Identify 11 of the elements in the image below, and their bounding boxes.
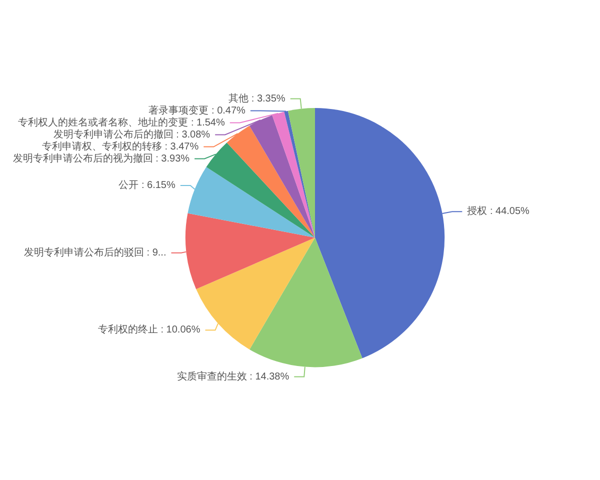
slice-label: 专利申请权、专利权的转移 : 3.47% [42, 140, 199, 152]
slice-label: 其他 : 3.35% [228, 92, 286, 104]
slice-label: 发明专利申请公布后的驳回 : 9... [24, 246, 166, 258]
slice-label: 专利权人的姓名或者名称、地址的变更 : 1.54% [18, 116, 225, 128]
slice-label: 公开 : 6.15% [118, 179, 176, 192]
slice-label: 发明专利申请公布后的撤回 : 3.08% [53, 128, 210, 140]
slice-label: 著录事项变更 : 0.47% [148, 104, 246, 116]
slice-label: 专利权的终止 : 10.06% [98, 324, 200, 336]
slice-label: 实质审查的生效 : 14.38% [176, 370, 290, 382]
slice-label: 发明专利申请公布后的视为撤回 : 3.93% [12, 152, 190, 164]
slice-label: 授权 : 44.05% [467, 205, 530, 218]
